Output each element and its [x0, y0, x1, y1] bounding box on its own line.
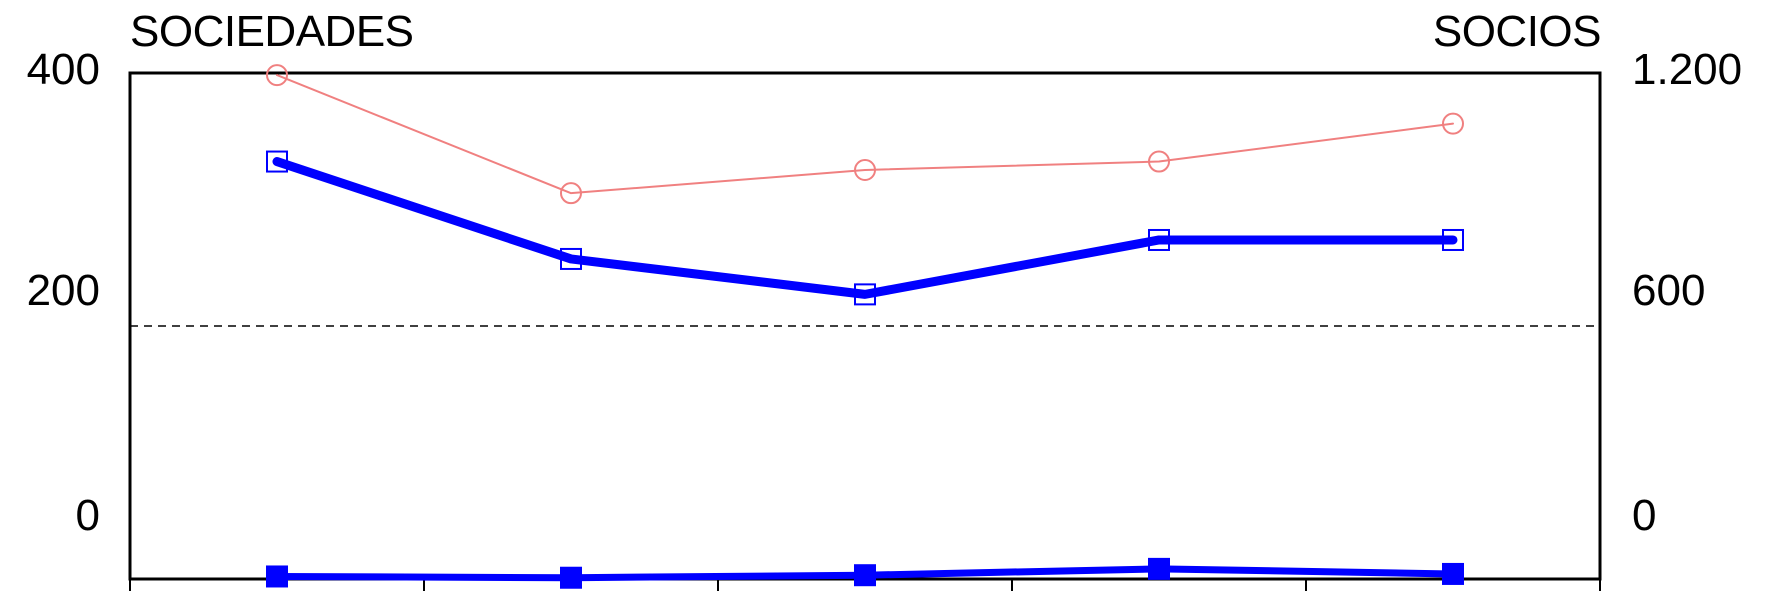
data-point-series-4	[1148, 557, 1170, 580]
data-point-series-1	[1148, 150, 1170, 173]
left-axis-title: SOCIEDADES	[130, 7, 414, 56]
data-point-series-2	[1148, 228, 1170, 251]
left-tick-label: 200	[26, 266, 100, 315]
right-axis-title: SOCIOS	[1432, 7, 1602, 56]
series-line-1	[276, 74, 1454, 195]
data-point-series-1	[854, 158, 876, 181]
data-point-series-2	[1442, 228, 1464, 251]
data-point-series-4	[1442, 562, 1464, 585]
left-tick-label: 0	[75, 491, 100, 540]
data-point-series-2	[854, 283, 876, 306]
data-point-series-2	[266, 150, 288, 173]
data-point-series-4	[266, 565, 288, 588]
data-point-series-1	[1442, 112, 1464, 135]
data-point-series-4	[854, 564, 876, 587]
left-tick-label: 400	[26, 45, 100, 94]
data-point-series-1	[266, 64, 288, 87]
right-tick-label: 600	[1632, 266, 1706, 315]
right-tick-label: 0	[1632, 491, 1657, 540]
right-tick-label: 1.200	[1632, 45, 1743, 94]
data-point-series-2	[560, 247, 582, 270]
data-point-series-4	[560, 566, 582, 589]
series-line-2	[272, 157, 1458, 299]
data-point-series-1	[560, 182, 582, 205]
